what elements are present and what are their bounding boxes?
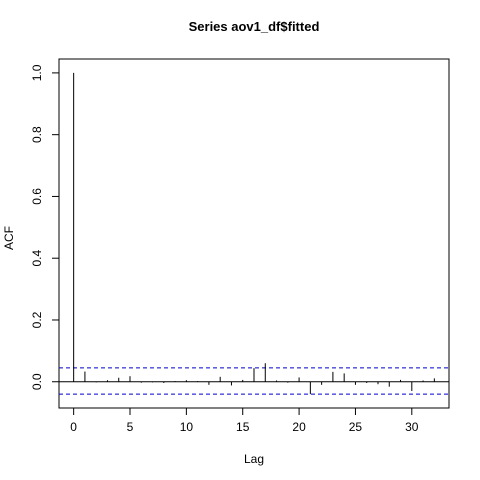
x-axis: 0 5 10 15 20 25 30 [70, 407, 419, 434]
x-axis-title: Lag [244, 452, 264, 466]
y-tick-label: 0.0 [30, 373, 44, 390]
x-tick-label: 15 [236, 420, 250, 434]
x-tick-label: 25 [349, 420, 363, 434]
x-tick-label: 20 [292, 420, 306, 434]
acf-bars [73, 72, 435, 395]
y-tick-label: 0.2 [30, 311, 44, 328]
y-axis: 0.0 0.2 0.4 0.6 0.8 1.0 [30, 64, 60, 390]
x-tick-label: 10 [180, 420, 194, 434]
x-tick-label: 0 [70, 420, 77, 434]
y-tick-label: 0.6 [30, 188, 44, 205]
y-tick-label: 1.0 [30, 64, 44, 81]
confidence-band [59, 367, 449, 395]
chart-title: Series aov1_df$fitted [189, 19, 320, 34]
y-tick-label: 0.8 [30, 126, 44, 143]
x-tick-label: 5 [127, 420, 134, 434]
y-axis-title: ACF [2, 226, 16, 250]
y-tick-label: 0.4 [30, 250, 44, 267]
x-tick-label: 30 [405, 420, 419, 434]
plot-frame [58, 58, 450, 409]
